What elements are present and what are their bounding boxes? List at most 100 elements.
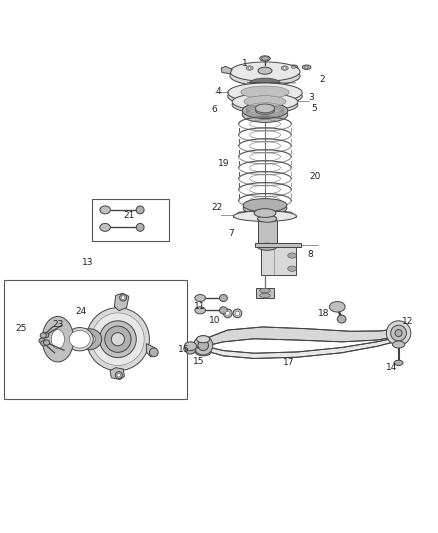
- Ellipse shape: [260, 56, 270, 61]
- Text: 22: 22: [211, 203, 223, 212]
- Ellipse shape: [329, 302, 345, 312]
- Polygon shape: [221, 66, 232, 74]
- Ellipse shape: [40, 333, 46, 338]
- Bar: [92, 199, 169, 241]
- Text: 25: 25: [15, 324, 27, 333]
- Text: 13: 13: [82, 259, 93, 268]
- Ellipse shape: [66, 328, 93, 351]
- Ellipse shape: [233, 309, 242, 318]
- Ellipse shape: [304, 66, 309, 69]
- Polygon shape: [146, 344, 157, 357]
- Ellipse shape: [195, 348, 211, 356]
- Text: 10: 10: [209, 316, 220, 325]
- Text: 4: 4: [215, 87, 221, 96]
- Ellipse shape: [243, 199, 287, 212]
- Ellipse shape: [258, 215, 277, 222]
- Polygon shape: [205, 337, 398, 359]
- Ellipse shape: [228, 83, 302, 102]
- Ellipse shape: [136, 206, 144, 214]
- Ellipse shape: [248, 67, 251, 69]
- Ellipse shape: [246, 66, 253, 70]
- Ellipse shape: [219, 307, 227, 314]
- Circle shape: [386, 321, 411, 345]
- Text: 3: 3: [308, 93, 314, 102]
- Ellipse shape: [392, 341, 405, 348]
- Ellipse shape: [43, 340, 49, 345]
- Text: 17: 17: [283, 358, 295, 367]
- Polygon shape: [233, 211, 297, 217]
- Text: 8: 8: [307, 250, 313, 259]
- Ellipse shape: [51, 329, 64, 349]
- Text: 21: 21: [124, 211, 135, 220]
- Ellipse shape: [288, 253, 297, 258]
- Ellipse shape: [243, 201, 287, 215]
- Text: 11: 11: [194, 302, 205, 311]
- Text: 16: 16: [178, 345, 190, 354]
- Ellipse shape: [219, 295, 227, 302]
- Circle shape: [117, 374, 120, 377]
- Text: 24: 24: [76, 306, 87, 316]
- Ellipse shape: [42, 317, 74, 362]
- Ellipse shape: [69, 330, 90, 348]
- Ellipse shape: [195, 295, 205, 302]
- Ellipse shape: [244, 96, 286, 107]
- Ellipse shape: [260, 293, 270, 297]
- Circle shape: [120, 294, 127, 301]
- Text: 7: 7: [228, 229, 234, 238]
- Circle shape: [149, 348, 158, 357]
- Text: 19: 19: [218, 159, 229, 168]
- Ellipse shape: [223, 309, 232, 318]
- Circle shape: [121, 296, 125, 300]
- Ellipse shape: [260, 288, 270, 293]
- Polygon shape: [114, 293, 129, 311]
- Polygon shape: [89, 329, 107, 350]
- Ellipse shape: [235, 311, 240, 316]
- Ellipse shape: [77, 329, 102, 350]
- Text: 2: 2: [319, 75, 325, 84]
- Ellipse shape: [283, 67, 286, 69]
- Ellipse shape: [250, 80, 280, 91]
- Ellipse shape: [184, 342, 197, 351]
- Polygon shape: [261, 247, 296, 275]
- Text: 1: 1: [241, 59, 247, 68]
- Text: 14: 14: [386, 363, 398, 372]
- Polygon shape: [205, 327, 398, 346]
- Ellipse shape: [232, 96, 298, 113]
- Circle shape: [391, 325, 406, 341]
- Ellipse shape: [258, 67, 272, 74]
- Ellipse shape: [195, 307, 205, 314]
- Circle shape: [86, 308, 149, 371]
- Circle shape: [111, 333, 124, 346]
- Polygon shape: [255, 243, 301, 247]
- Text: 15: 15: [193, 357, 204, 366]
- Ellipse shape: [136, 223, 144, 231]
- Ellipse shape: [255, 104, 275, 113]
- Circle shape: [194, 336, 213, 355]
- Ellipse shape: [226, 311, 230, 316]
- Ellipse shape: [291, 66, 296, 69]
- Ellipse shape: [100, 206, 110, 214]
- Bar: [4, 280, 187, 399]
- Ellipse shape: [242, 107, 288, 123]
- Ellipse shape: [95, 329, 119, 350]
- Ellipse shape: [42, 333, 49, 338]
- Ellipse shape: [185, 345, 196, 354]
- Polygon shape: [110, 368, 124, 379]
- Ellipse shape: [281, 66, 288, 70]
- Text: 12: 12: [402, 317, 413, 326]
- Ellipse shape: [394, 360, 403, 366]
- Circle shape: [92, 313, 144, 366]
- Ellipse shape: [261, 56, 268, 60]
- Circle shape: [198, 340, 208, 351]
- Polygon shape: [256, 287, 274, 298]
- Ellipse shape: [233, 211, 297, 221]
- Ellipse shape: [41, 341, 47, 346]
- Ellipse shape: [289, 65, 298, 69]
- Ellipse shape: [250, 78, 280, 88]
- Ellipse shape: [230, 66, 300, 86]
- Circle shape: [99, 321, 136, 358]
- Polygon shape: [258, 219, 277, 247]
- Ellipse shape: [232, 93, 298, 110]
- Text: 23: 23: [52, 320, 64, 329]
- Circle shape: [395, 329, 402, 336]
